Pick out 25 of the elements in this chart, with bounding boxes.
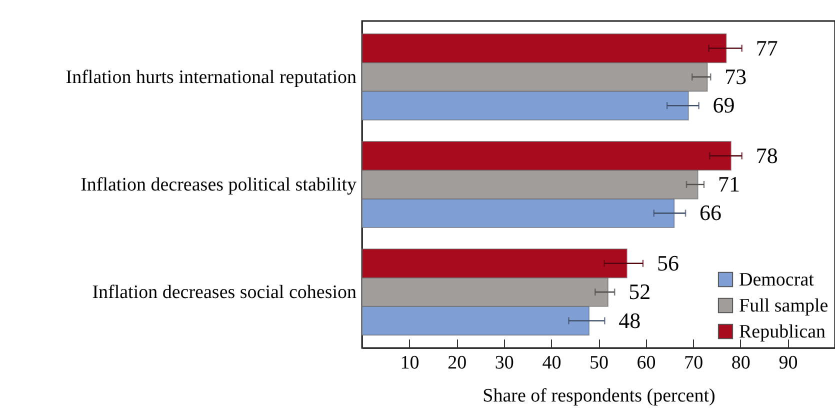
data-label: 66 <box>700 200 722 226</box>
x-tick-label: 60 <box>636 352 656 374</box>
y-tick-label: Inflation decreases political stability <box>80 174 357 196</box>
x-tick-label: 50 <box>590 352 608 374</box>
x-tick-label: 40 <box>542 352 562 374</box>
x-tick-label: 80 <box>731 352 750 374</box>
x-tick-label: 90 <box>778 352 798 374</box>
data-label: 56 <box>656 250 679 276</box>
y-tick-label: Inflation hurts international reputation <box>66 66 357 88</box>
x-tick-label: 30 <box>494 352 514 374</box>
data-label: 71 <box>718 172 740 196</box>
x-tick-label: 20 <box>448 352 467 374</box>
x-axis-title: Share of respondents (percent) <box>482 386 716 406</box>
data-label: 69 <box>712 92 735 118</box>
x-tick-label: 10 <box>400 352 420 374</box>
y-tick-label: Inflation decreases social cohesion <box>92 282 357 304</box>
data-label: 48 <box>618 308 641 333</box>
data-label: 52 <box>628 279 651 304</box>
legend-label: Full sample <box>739 296 828 316</box>
x-tick-label: 70 <box>684 352 704 374</box>
data-label: 77 <box>756 35 778 60</box>
data-label: 73 <box>724 64 747 89</box>
legend-label: Democrat <box>739 270 815 290</box>
data-label: 78 <box>756 142 778 168</box>
legend-label: Republican <box>739 322 826 342</box>
